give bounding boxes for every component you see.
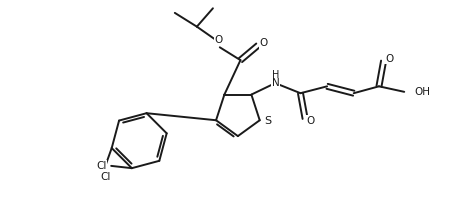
Text: O: O — [385, 54, 393, 64]
Text: O: O — [215, 35, 223, 45]
Text: Cl: Cl — [96, 161, 106, 171]
Text: S: S — [264, 116, 271, 126]
Text: OH: OH — [414, 87, 430, 97]
Text: N: N — [272, 78, 280, 88]
Text: O: O — [260, 38, 268, 48]
Text: H: H — [272, 70, 279, 80]
Text: O: O — [306, 116, 315, 126]
Text: Cl: Cl — [101, 172, 111, 181]
